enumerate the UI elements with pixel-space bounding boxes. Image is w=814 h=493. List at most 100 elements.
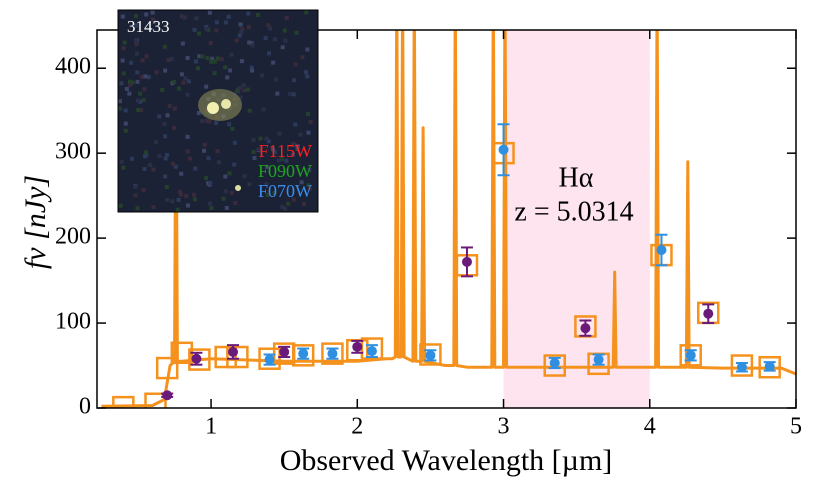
inset-noise <box>214 121 219 126</box>
photometry-point <box>736 362 747 373</box>
model-photometry-square <box>155 356 179 380</box>
inset-noise <box>237 86 242 91</box>
inset-noise <box>293 122 298 127</box>
inset-noise <box>121 46 126 51</box>
inset-noise <box>264 182 269 187</box>
inset-noise <box>261 107 266 112</box>
inset-noise <box>177 189 182 194</box>
inset-noise <box>144 153 149 158</box>
inset-noise <box>173 164 178 169</box>
inset-noise <box>237 33 242 38</box>
photometry-point <box>685 350 696 361</box>
inset-noise <box>194 16 199 21</box>
inset-noise <box>128 83 133 88</box>
inset-noise <box>143 150 148 155</box>
inset-noise <box>185 149 190 154</box>
inset-noise <box>179 171 184 176</box>
inset-noise <box>175 207 180 212</box>
inset-noise <box>162 121 167 126</box>
model-photometry-square <box>188 348 211 371</box>
inset-noise <box>238 22 243 27</box>
inset-noise <box>286 201 291 206</box>
photometry-point <box>191 353 202 364</box>
inset-noise <box>264 136 269 141</box>
inset-noise <box>127 79 132 84</box>
inset-noise <box>256 147 261 152</box>
model-photometry-square <box>291 344 315 367</box>
inset-noise <box>291 197 296 202</box>
inset-galaxy <box>207 102 219 114</box>
inset-frame <box>117 9 319 213</box>
inset-noise <box>295 146 300 151</box>
photometry-point <box>298 348 309 359</box>
inset-noise <box>256 12 261 17</box>
inset-noise <box>134 42 139 47</box>
inset-noise <box>307 186 312 191</box>
photometry-point <box>580 323 591 334</box>
inset-noise <box>177 86 182 91</box>
inset-noise <box>204 118 209 123</box>
inset-noise <box>249 65 254 70</box>
inset-noise <box>196 110 201 115</box>
inset-noise <box>200 54 205 59</box>
inset-noise <box>206 156 211 161</box>
inset-noise <box>169 56 174 61</box>
inset-noise <box>209 206 214 211</box>
inset-noise <box>142 167 147 172</box>
x-tick-label: 5 <box>790 414 802 440</box>
inset-noise <box>228 68 233 73</box>
inset-noise <box>130 80 135 85</box>
model-photometry-square <box>226 345 249 369</box>
inset-noise <box>157 154 162 159</box>
inset-noise <box>129 60 134 65</box>
photometry-point <box>327 348 338 359</box>
inset-noise <box>179 192 184 197</box>
inset-noise <box>163 174 168 179</box>
photometry-point <box>279 346 290 357</box>
inset-noise <box>250 43 255 48</box>
model-photometry-square <box>112 395 135 408</box>
inset-noise <box>166 58 171 63</box>
inset-noise <box>263 36 268 41</box>
inset-noise <box>223 20 228 25</box>
inset-noise <box>192 27 197 32</box>
inset-galaxy <box>235 185 241 191</box>
inset-galaxy <box>221 99 231 109</box>
y-tick-label: 0 <box>79 394 91 420</box>
inset-noise <box>209 59 214 64</box>
y-tick-label: 100 <box>55 309 91 335</box>
inset-noise <box>294 30 299 35</box>
inset-noise <box>144 54 149 59</box>
inset-noise <box>182 15 187 20</box>
highlight-band <box>503 30 650 408</box>
inset-noise <box>202 142 207 147</box>
inset-noise <box>135 206 140 211</box>
inset-noise <box>135 79 140 84</box>
inset-noise <box>185 134 190 139</box>
inset-noise <box>241 83 246 88</box>
inset-noise <box>197 31 202 36</box>
inset-noise <box>299 180 304 185</box>
x-tick-label: 1 <box>205 414 217 440</box>
inset-noise <box>277 131 282 136</box>
inset-noise <box>185 203 190 208</box>
inset-noise <box>151 17 156 22</box>
inset-noise <box>226 14 231 19</box>
inset-noise <box>235 88 240 93</box>
inset-noise <box>238 95 243 100</box>
inset-noise <box>141 97 146 102</box>
inset-noise <box>181 80 186 85</box>
inset-noise <box>123 121 128 126</box>
inset-noise <box>122 40 127 45</box>
inset-noise <box>183 76 188 81</box>
inset-noise <box>121 71 126 76</box>
inset-noise <box>266 139 271 144</box>
model-photometry-square <box>419 343 442 366</box>
inset-noise <box>284 158 289 163</box>
inset-noise <box>129 156 134 161</box>
inset-noise <box>172 106 177 111</box>
inset-noise <box>233 201 238 206</box>
inset-noise <box>167 103 172 108</box>
model-photometry-square <box>730 354 754 377</box>
plot-area <box>101 30 796 408</box>
